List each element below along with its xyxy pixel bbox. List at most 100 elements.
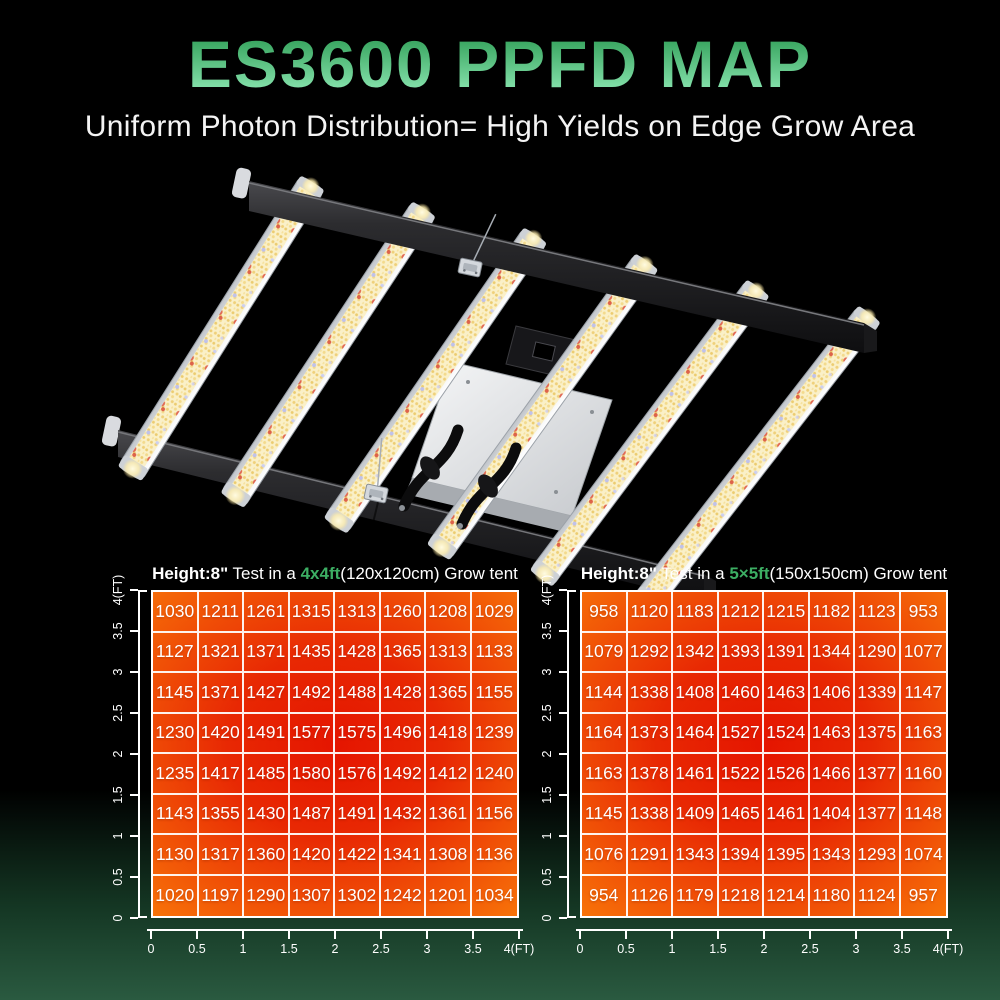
x-axis-line	[576, 929, 952, 931]
ppfd-cell: 1260	[380, 592, 426, 633]
x-tick-label: 3	[852, 942, 860, 956]
y-axis-tick	[130, 835, 138, 837]
ppfd-cell: 1338	[627, 673, 673, 714]
y-axis-line	[138, 590, 140, 918]
ppfd-cell: 1420	[289, 835, 335, 876]
ppfd-cell: 1179	[673, 875, 719, 916]
chart-header-4x4: Height:8" Test in a 4x4ft(120x120cm) Gro…	[120, 564, 550, 584]
y-axis-tick	[559, 671, 567, 673]
y-axis-tick	[559, 753, 567, 755]
ppfd-cell: 1393	[718, 632, 764, 673]
x-axis-tick	[947, 931, 949, 939]
y-tick-label: 0.5	[540, 868, 554, 886]
y-tick-label: 1	[540, 832, 554, 840]
ppfd-cell: 1164	[582, 713, 628, 754]
y-tick-label: 2	[111, 750, 125, 758]
header-mid-text: Test in a	[228, 564, 301, 583]
y-axis-cap	[138, 590, 147, 592]
y-axis-tick	[130, 794, 138, 796]
y-axis-tick	[130, 589, 138, 591]
y-axis-tick	[559, 630, 567, 632]
ppfd-cell: 1577	[289, 713, 335, 754]
ppfd-cell: 1147	[900, 673, 946, 714]
x-axis-tick	[901, 931, 903, 939]
ppfd-cell: 1394	[718, 835, 764, 876]
ppfd-cell: 1360	[244, 835, 290, 876]
ppfd-cell: 1077	[900, 633, 946, 673]
x-tick-label: 3	[423, 942, 431, 956]
ppfd-cell: 1365	[426, 673, 472, 714]
ppfd-cell: 1435	[289, 632, 335, 673]
ppfd-cell: 1339	[855, 673, 901, 714]
header-rest-text: (120x120cm) Grow tent	[340, 564, 518, 583]
y-tick-label: 2.5	[540, 704, 554, 722]
x-tick-label: 4(FT)	[503, 942, 535, 956]
header-height-label: Height:8"	[580, 564, 657, 583]
y-tick-label: 4(FT)	[540, 574, 554, 606]
ppfd-cell: 1291	[627, 835, 673, 876]
ppfd-cell: 1124	[855, 875, 901, 916]
y-tick-label: 2	[540, 750, 554, 758]
ppfd-cell: 1074	[900, 835, 946, 876]
ppfd-cell: 1526	[764, 754, 810, 795]
ppfd-cell: 1235	[153, 754, 199, 795]
ppfd-cell: 953	[900, 592, 946, 633]
ppfd-cell: 1034	[474, 885, 514, 906]
y-axis-tick	[559, 917, 567, 919]
light-bar	[530, 280, 769, 586]
x-axis-tick	[150, 931, 152, 939]
ppfd-cell: 1575	[335, 713, 381, 754]
ppfd-cell: 1315	[289, 592, 335, 633]
y-tick-label: 4(FT)	[111, 574, 125, 606]
ppfd-cell: 1302	[335, 875, 381, 916]
x-tick-label: 2.5	[372, 942, 390, 956]
x-axis-tick	[288, 931, 290, 939]
ppfd-cell: 1126	[628, 875, 673, 916]
hanging-clip	[457, 213, 497, 278]
ppfd-cell: 1420	[198, 713, 244, 754]
ppfd-cell: 1230	[153, 713, 199, 754]
ppfd-cell: 958	[582, 592, 628, 633]
ppfd-cell: 1430	[244, 794, 290, 835]
ppfd-cell: 1487	[289, 794, 335, 835]
ppfd-cell: 1341	[380, 835, 426, 876]
ppfd-cell: 1215	[764, 592, 810, 633]
y-axis-tick	[559, 876, 567, 878]
x-axis-tick	[196, 931, 198, 939]
y-tick-label: 3.5	[540, 622, 554, 640]
ppfd-cell: 1338	[627, 794, 673, 835]
y-tick-label: 1.5	[540, 786, 554, 804]
ppfd-cell: 1465	[718, 794, 764, 835]
ppfd-cell: 1371	[198, 673, 244, 714]
ppfd-cell: 1428	[335, 632, 381, 673]
ppfd-cell: 1156	[471, 795, 517, 835]
ppfd-cell: 1144	[582, 673, 628, 714]
header-tent-size: 5×5ft	[729, 564, 770, 583]
y-axis-tick	[130, 630, 138, 632]
ppfd-cell: 1182	[809, 592, 855, 633]
x-axis-line	[147, 929, 523, 931]
hanging-clip	[363, 437, 389, 504]
ppfd-cell: 1180	[810, 875, 855, 916]
ppfd-cell: 1344	[809, 632, 855, 673]
ppfd-cell: 1355	[198, 794, 244, 835]
ppfd-cell: 1463	[764, 673, 810, 714]
ppfd-cell: 1404	[809, 794, 855, 835]
ppfd-cell: 1020	[153, 875, 199, 916]
x-tick-label: 0.5	[188, 942, 206, 956]
ppfd-cell: 1464	[673, 713, 719, 754]
x-tick-label: 2	[331, 942, 339, 956]
x-tick-label: 1.5	[280, 942, 298, 956]
x-tick-label: 0	[147, 942, 155, 956]
ppfd-cell: 1160	[900, 754, 946, 795]
x-tick-label: 4(FT)	[932, 942, 964, 956]
ppfd-cell: 1365	[380, 632, 426, 673]
x-axis-tick	[717, 931, 719, 939]
ppfd-cell: 1120	[627, 592, 673, 633]
ppfd-cell: 1485	[244, 754, 290, 795]
ppfd-cell: 1163	[900, 714, 946, 754]
header-mid-text: Test in a	[656, 564, 730, 583]
ppfd-cell: 1361	[426, 794, 472, 835]
x-tick-label: 1	[668, 942, 676, 956]
ppfd-cell: 1466	[809, 754, 855, 795]
